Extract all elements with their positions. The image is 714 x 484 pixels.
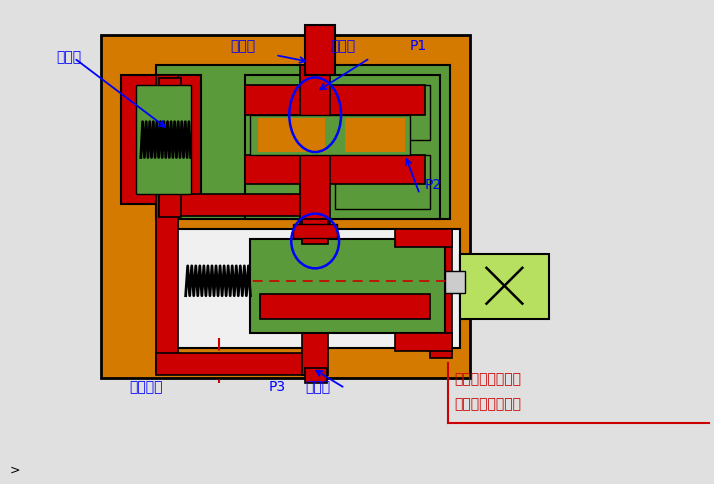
Bar bbox=[302, 220, 328, 244]
Bar bbox=[176, 229, 460, 348]
Bar bbox=[101, 36, 470, 378]
Bar bbox=[430, 229, 452, 359]
Bar bbox=[246, 86, 425, 116]
Text: P2: P2 bbox=[425, 178, 442, 192]
Bar bbox=[261, 294, 430, 319]
Bar bbox=[156, 76, 178, 374]
Bar bbox=[246, 155, 425, 185]
Text: 节流口: 节流口 bbox=[56, 50, 81, 64]
Bar bbox=[300, 66, 330, 264]
Bar bbox=[251, 240, 445, 334]
Bar bbox=[156, 66, 450, 220]
Bar bbox=[302, 319, 328, 376]
Bar bbox=[121, 76, 201, 205]
Bar bbox=[293, 225, 337, 239]
Bar bbox=[335, 155, 430, 210]
Bar bbox=[159, 195, 328, 217]
Text: 当出口压力降底时: 当出口压力降底时 bbox=[455, 371, 522, 385]
Bar bbox=[445, 271, 465, 293]
Bar bbox=[460, 255, 549, 319]
Bar bbox=[136, 86, 191, 195]
Bar bbox=[305, 368, 327, 383]
Bar bbox=[345, 119, 405, 152]
Bar bbox=[258, 119, 325, 152]
Bar bbox=[395, 229, 452, 247]
Bar bbox=[395, 334, 452, 352]
Text: 泄露油口: 泄露油口 bbox=[129, 379, 162, 393]
Text: 进油口: 进油口 bbox=[330, 39, 356, 53]
Bar bbox=[156, 354, 325, 376]
Text: 减压口: 减压口 bbox=[231, 39, 256, 53]
Text: P1: P1 bbox=[410, 39, 427, 53]
Text: 出油口: 出油口 bbox=[305, 379, 331, 393]
Bar bbox=[246, 76, 440, 220]
Bar bbox=[335, 86, 430, 140]
Bar bbox=[251, 116, 410, 155]
Bar bbox=[305, 26, 335, 76]
Text: 当出口压力升高时: 当出口压力升高时 bbox=[455, 396, 522, 410]
Bar bbox=[159, 79, 181, 218]
Text: P3: P3 bbox=[268, 379, 286, 393]
Text: >: > bbox=[9, 463, 20, 476]
